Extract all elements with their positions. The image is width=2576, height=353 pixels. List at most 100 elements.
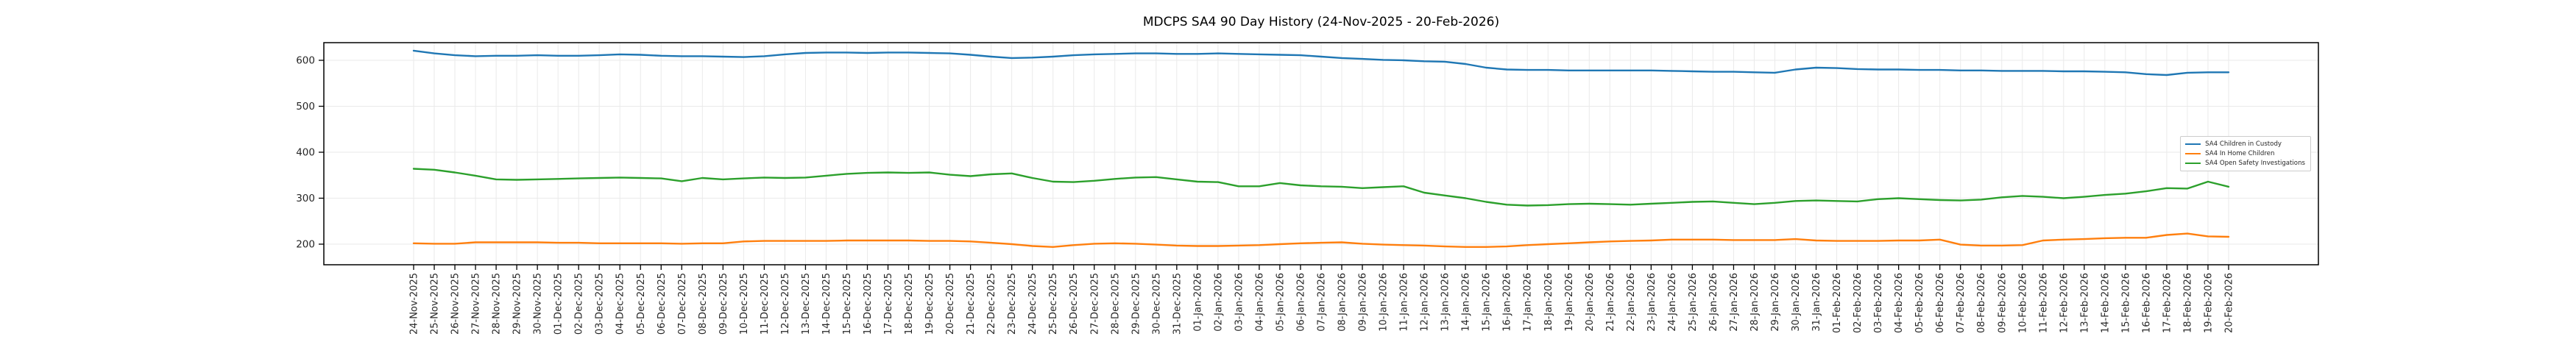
series-line-sa4-open-safety-investigations [412,168,2230,207]
x-tick-label: 03-Jan-2026 [1234,273,1245,332]
x-tick-label: 14-Dec-2025 [821,273,832,335]
x-tick-label: 01-Dec-2025 [553,273,565,335]
x-tick-label: 13-Feb-2026 [2079,273,2090,333]
legend-swatch-icon [2185,152,2201,155]
y-tick-label: 200 [296,239,315,251]
x-tick-label: 10-Jan-2026 [1379,273,1390,332]
legend-entry: SA4 In Home Children [2185,150,2305,157]
x-tick-label: 13-Jan-2026 [1440,273,1451,332]
x-tick-label: 31-Dec-2025 [1172,273,1183,335]
legend-swatch-icon [2185,143,2201,146]
x-tick-label: 26-Nov-2025 [450,273,461,335]
x-tick-label: 23-Jan-2026 [1646,273,1657,332]
series-line-sa4-children-in-custody [412,49,2230,76]
x-tick-label: 29-Nov-2025 [512,273,523,335]
x-tick-label: 22-Jan-2026 [1626,273,1637,332]
x-tick-label: 25-Dec-2025 [1048,273,1059,335]
x-tick-label: 26-Dec-2025 [1069,273,1080,335]
x-tick-label: 24-Nov-2025 [409,273,420,335]
x-tick-label: 06-Jan-2026 [1295,273,1306,332]
x-tick-label: 11-Jan-2026 [1399,273,1410,332]
x-tick-label: 20-Jan-2026 [1585,273,1596,332]
x-tick-label: 29-Dec-2025 [1130,273,1142,335]
x-tick-label: 27-Dec-2025 [1089,273,1100,335]
x-tick-label: 24-Dec-2025 [1027,273,1038,335]
x-tick-label: 01-Feb-2026 [1832,273,1843,333]
legend-entry: SA4 Open Safety Investigations [2185,160,2305,167]
legend: SA4 Children in Custody SA4 In Home Child… [2180,136,2311,171]
x-tick-label: 24-Jan-2026 [1667,273,1678,332]
x-tick-label: 04-Dec-2025 [615,273,626,335]
x-tick-label: 28-Dec-2025 [1110,273,1121,335]
x-tick-label: 05-Dec-2025 [636,273,647,335]
legend-label: SA4 In Home Children [2205,150,2275,157]
x-tick-label: 12-Jan-2026 [1420,273,1431,332]
x-tick-label: 15-Feb-2026 [2120,273,2131,333]
x-tick-label: 08-Feb-2026 [1976,273,1987,333]
x-tick-label: 19-Dec-2025 [924,273,935,335]
x-tick-label: 20-Dec-2025 [945,273,956,335]
x-tick-label: 16-Jan-2026 [1502,273,1513,332]
x-tick-label: 15-Jan-2026 [1482,273,1493,332]
x-tick-label: 20-Feb-2026 [2224,273,2235,333]
x-tick-label: 09-Jan-2026 [1358,273,1369,332]
x-tick-label: 18-Feb-2026 [2182,273,2193,333]
x-tick-label: 08-Jan-2026 [1337,273,1348,332]
chart-title: MDCPS SA4 90 Day History (24-Nov-2025 - … [1142,15,1500,29]
y-tick-label: 300 [296,193,315,204]
x-tick-label: 02-Jan-2026 [1213,273,1224,332]
x-tick-label: 05-Feb-2026 [1914,273,1925,333]
x-tick-label: 25-Jan-2026 [1688,273,1699,332]
legend-swatch-icon [2185,162,2201,165]
x-tick-label: 06-Feb-2026 [1935,273,1946,333]
y-tick-label: 600 [296,55,315,67]
x-tick-label: 02-Feb-2026 [1853,273,1864,333]
x-tick-label: 11-Dec-2025 [760,273,771,335]
x-tick-label: 17-Dec-2025 [883,273,894,335]
x-tick-label: 29-Jan-2026 [1770,273,1781,332]
x-tick-label: 14-Jan-2026 [1461,273,1472,332]
x-tick-label: 04-Feb-2026 [1894,273,1905,333]
x-tick-label: 23-Dec-2025 [1007,273,1018,335]
x-tick-label: 07-Dec-2025 [677,273,688,335]
x-tick-label: 12-Dec-2025 [780,273,791,335]
x-tick-label: 18-Jan-2026 [1543,273,1554,332]
legend-label: SA4 Open Safety Investigations [2205,160,2305,167]
x-tick-label: 19-Feb-2026 [2203,273,2214,333]
x-tick-label: 18-Dec-2025 [904,273,915,335]
x-tick-label: 01-Jan-2026 [1192,273,1203,332]
x-tick-label: 14-Feb-2026 [2100,273,2111,333]
x-tick-label: 16-Dec-2025 [863,273,874,335]
x-tick-label: 26-Jan-2026 [1708,273,1719,332]
x-tick-label: 17-Feb-2026 [2162,273,2173,333]
y-tick-label: 400 [296,147,315,159]
x-tick-label: 17-Jan-2026 [1523,273,1534,332]
x-tick-label: 11-Feb-2026 [2038,273,2049,333]
x-tick-label: 08-Dec-2025 [698,273,709,335]
x-tick-label: 31-Jan-2026 [1811,273,1822,332]
x-tick-label: 25-Nov-2025 [430,273,441,335]
x-tick-label: 10-Feb-2026 [2017,273,2028,333]
x-tick-label: 07-Feb-2026 [1956,273,1967,333]
x-tick-label: 28-Nov-2025 [492,273,503,335]
x-tick-label: 05-Jan-2026 [1275,273,1286,332]
x-tick-label: 22-Dec-2025 [986,273,997,335]
x-tick-label: 09-Dec-2025 [718,273,729,335]
x-tick-label: 07-Jan-2026 [1317,273,1328,332]
series-line-sa4-in-home-children [412,232,2230,248]
y-tick-label: 500 [296,101,315,113]
x-tick-label: 21-Jan-2026 [1605,273,1616,332]
x-tick-label: 30-Nov-2025 [533,273,544,335]
x-tick-label: 27-Nov-2025 [471,273,482,335]
x-tick-label: 06-Dec-2025 [657,273,668,335]
x-tick-label: 02-Dec-2025 [574,273,585,335]
x-tick-label: 04-Jan-2026 [1254,273,1265,332]
x-tick-label: 28-Jan-2026 [1749,273,1761,332]
x-tick-label: 30-Dec-2025 [1151,273,1162,335]
x-tick-label: 03-Feb-2026 [1873,273,1884,333]
x-tick-label: 10-Dec-2025 [739,273,750,335]
x-tick-label: 13-Dec-2025 [801,273,812,335]
x-tick-label: 21-Dec-2025 [966,273,977,335]
legend-label: SA4 Children in Custody [2205,140,2282,148]
